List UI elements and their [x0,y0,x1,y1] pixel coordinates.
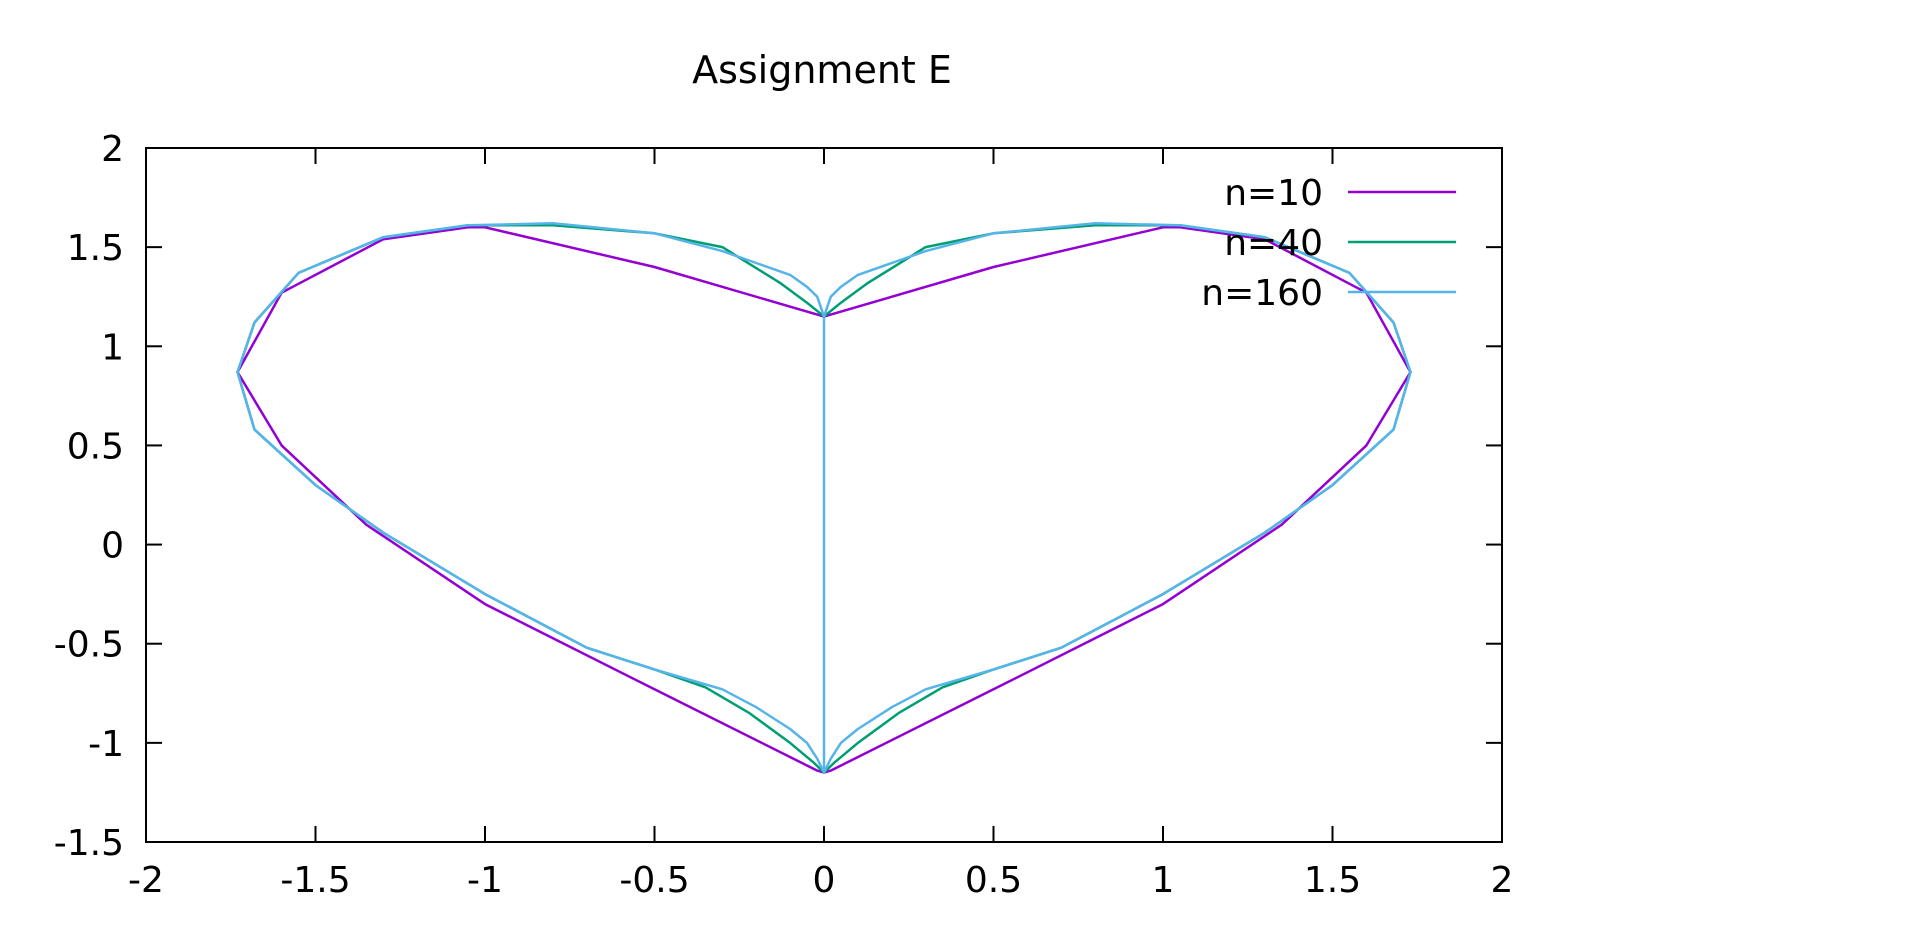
y-tick-label: 0 [101,526,124,567]
legend: n=10 n=40 n=160 [1201,173,1456,314]
x-tick-label: 0.5 [965,860,1022,901]
legend-label: n=10 [1224,173,1323,214]
y-tick-label: 2 [101,129,124,170]
y-tick-label: -0.5 [54,625,124,666]
x-tick-label: -1 [467,860,503,901]
y-tick-label: 0.5 [67,426,124,467]
y-tick-label: 1.5 [67,228,124,269]
ticks-layer [145,147,1503,843]
x-tick-label: -1.5 [280,860,350,901]
x-tick-label: 0 [813,860,836,901]
x-tick-labels: -2 -1.5 -1 -0.5 0 0.5 1 1.5 2 [128,860,1513,901]
x-tick-label: 1 [1152,860,1175,901]
x-tick-label: -0.5 [619,860,689,901]
legend-label: n=40 [1224,223,1323,264]
x-tick-label: 2 [1491,860,1514,901]
chart-title: Assignment E [692,48,952,92]
y-tick-label: -1 [88,724,124,765]
y-tick-label: 1 [101,327,124,368]
legend-label: n=160 [1201,273,1323,314]
x-tick-label: 1.5 [1304,860,1361,901]
y-tick-label: -1.5 [54,823,124,864]
x-tick-label: -2 [128,860,164,901]
y-tick-labels: -1.5 -1 -0.5 0 0.5 1 1.5 2 [54,129,124,864]
series-layer [236,222,1412,774]
